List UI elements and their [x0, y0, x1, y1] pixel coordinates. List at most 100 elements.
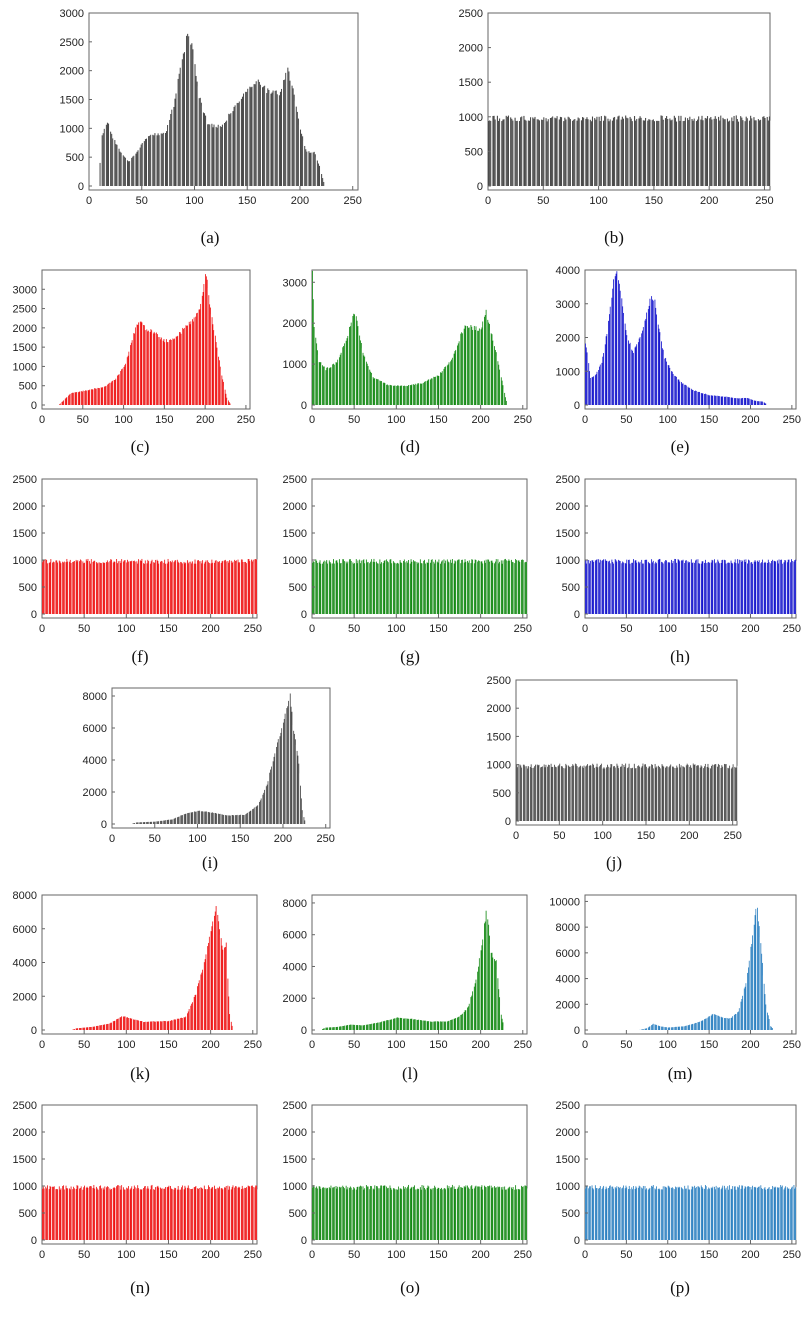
- histogram-bar: [381, 1022, 382, 1030]
- y-tick-label: 500: [19, 582, 37, 594]
- histogram-bar: [427, 1188, 428, 1240]
- histogram-bar: [608, 561, 609, 614]
- y-tick-label: 2500: [13, 304, 37, 316]
- histogram-bar: [316, 343, 317, 405]
- histogram-bar: [691, 768, 692, 821]
- histogram-bar: [496, 117, 497, 186]
- histogram-bar: [714, 1014, 715, 1030]
- histogram-bar: [606, 116, 607, 186]
- histogram-bar: [217, 1188, 218, 1240]
- histogram-bar: [599, 563, 600, 614]
- histogram-bar: [420, 1187, 421, 1240]
- histogram-bar: [741, 398, 742, 405]
- histogram-bar: [237, 815, 238, 824]
- histogram-bar: [698, 1187, 699, 1240]
- histogram-bar: [243, 562, 244, 614]
- histogram-bar: [134, 1186, 135, 1240]
- histogram-bar: [161, 338, 162, 405]
- histogram-bar: [721, 765, 722, 821]
- histogram-bar: [321, 364, 322, 405]
- histogram-bar: [701, 1021, 702, 1030]
- histogram-bar: [560, 117, 561, 186]
- histogram-bar: [447, 1021, 448, 1030]
- histogram-bar: [519, 560, 520, 614]
- histogram-bar: [645, 319, 646, 405]
- histogram-bar: [666, 1027, 667, 1030]
- histogram-bar: [188, 1011, 189, 1030]
- histogram-bar: [66, 562, 67, 614]
- histogram-bar: [705, 560, 706, 614]
- histogram-bar: [637, 1186, 638, 1240]
- histogram-bar: [438, 376, 439, 405]
- histogram-bar: [481, 945, 482, 1030]
- panel-caption: (b): [604, 228, 624, 247]
- histogram-bar: [649, 120, 650, 186]
- histogram-bar: [666, 1188, 667, 1240]
- histogram-bar: [693, 1186, 694, 1240]
- histogram-bar: [643, 120, 644, 186]
- histogram-bar: [676, 1027, 677, 1030]
- histogram-bar: [87, 561, 88, 614]
- histogram-bar: [503, 560, 504, 614]
- histogram-bar: [215, 912, 216, 1030]
- histogram-bar: [351, 561, 352, 614]
- histogram-bar: [652, 300, 653, 405]
- histogram-bar: [115, 562, 116, 614]
- histogram-bar: [423, 1186, 424, 1240]
- histogram-bar: [184, 562, 185, 614]
- histogram-bar: [128, 352, 129, 405]
- histogram-bar: [251, 87, 252, 186]
- histogram-bar: [438, 1021, 439, 1030]
- histogram-bar: [201, 1188, 202, 1240]
- histogram-bar: [710, 395, 711, 405]
- histogram-bar: [589, 371, 590, 405]
- y-tick-label: 2000: [283, 501, 307, 513]
- x-tick-label: 0: [582, 1039, 588, 1051]
- histogram-bar: [426, 561, 427, 614]
- histogram-bar: [425, 381, 426, 405]
- histogram-bar: [205, 1189, 206, 1240]
- histogram-bar: [661, 562, 662, 614]
- histogram-bar: [232, 563, 233, 614]
- histogram-bar: [370, 1186, 371, 1240]
- histogram-bar: [395, 386, 396, 405]
- histogram-bar: [743, 993, 744, 1030]
- histogram-bar: [304, 146, 305, 186]
- histogram-bar: [454, 1019, 455, 1030]
- histogram-bar: [414, 1019, 415, 1030]
- histogram-bar: [158, 1021, 159, 1030]
- histogram-bar: [161, 1021, 162, 1030]
- histogram-bar: [149, 1189, 150, 1240]
- histogram-bar: [112, 1187, 113, 1240]
- histogram-bar: [736, 398, 737, 405]
- histogram-bar: [612, 121, 613, 186]
- histogram-bar: [537, 765, 538, 821]
- x-tick-label: 100: [387, 623, 405, 635]
- histogram-bar: [754, 562, 755, 614]
- x-tick-label: 50: [620, 623, 632, 635]
- histogram-bar: [401, 563, 402, 614]
- histogram-bar: [655, 1188, 656, 1240]
- histogram-bar: [747, 563, 748, 614]
- histogram-bar: [375, 1190, 376, 1240]
- histogram-bar: [69, 562, 70, 614]
- histogram-bar: [444, 559, 445, 614]
- histogram-bar: [433, 378, 434, 405]
- histogram-bar: [714, 764, 715, 821]
- histogram-bar: [330, 1188, 331, 1240]
- panel-caption: (f): [132, 647, 149, 666]
- histogram-bar: [182, 1018, 183, 1030]
- histogram-bar: [157, 560, 158, 614]
- histogram-bar: [602, 363, 603, 405]
- histogram-bar: [197, 313, 198, 405]
- histogram-bar: [469, 327, 470, 405]
- histogram-bar: [50, 562, 51, 614]
- histogram-bar: [155, 333, 156, 405]
- histogram-bar: [549, 765, 550, 821]
- histogram-bar: [610, 764, 611, 821]
- histogram-bar: [249, 1186, 250, 1240]
- histogram-bar: [663, 1027, 664, 1030]
- histogram-bar: [728, 1190, 729, 1240]
- histogram-bar: [139, 822, 140, 824]
